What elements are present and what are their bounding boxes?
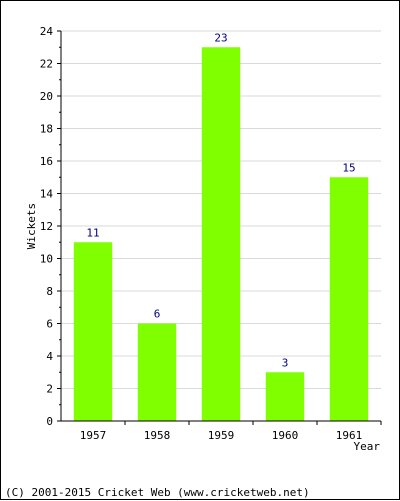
data-label-1960: 3 xyxy=(282,356,289,369)
bars xyxy=(73,47,369,421)
bar-1958 xyxy=(137,323,177,421)
x-ticks: 1957 1958 1959 1960 1961 xyxy=(80,421,382,442)
y-axis-label: Wickets xyxy=(25,203,38,249)
x-tick-label-1961: 1961 xyxy=(336,429,363,442)
y-tick-label: 22 xyxy=(40,58,53,71)
y-tick-label: 14 xyxy=(40,188,54,201)
x-axis-label: Year xyxy=(354,440,381,453)
data-label-1957: 11 xyxy=(86,226,99,239)
bar-1961 xyxy=(329,177,369,421)
y-tick-label: 16 xyxy=(40,155,53,168)
y-tick-label: 4 xyxy=(46,350,53,363)
y-tick-label: 2 xyxy=(46,383,53,396)
bar-1960 xyxy=(265,372,305,421)
y-tick-label: 0 xyxy=(46,415,53,428)
copyright-text: (C) 2001-2015 Cricket Web (www.cricketwe… xyxy=(5,486,310,499)
x-tick-label-1957: 1957 xyxy=(80,429,107,442)
x-tick-label-1960: 1960 xyxy=(272,429,299,442)
data-labels: 11 6 23 3 15 xyxy=(86,31,355,369)
y-tick-label: 20 xyxy=(40,90,53,103)
y-tick-label: 12 xyxy=(40,220,53,233)
x-tick-label-1958: 1958 xyxy=(144,429,171,442)
bar-1959 xyxy=(201,47,241,421)
data-label-1959: 23 xyxy=(214,31,227,44)
data-label-1961: 15 xyxy=(342,161,355,174)
y-tick-label: 8 xyxy=(46,285,53,298)
y-tick-label: 18 xyxy=(40,123,53,136)
bar-1957 xyxy=(73,242,113,421)
y-tick-label: 24 xyxy=(40,25,54,38)
data-label-1958: 6 xyxy=(154,308,161,321)
y-tick-label: 10 xyxy=(40,253,53,266)
x-tick-label-1959: 1959 xyxy=(208,429,235,442)
y-tick-label: 6 xyxy=(46,318,53,331)
